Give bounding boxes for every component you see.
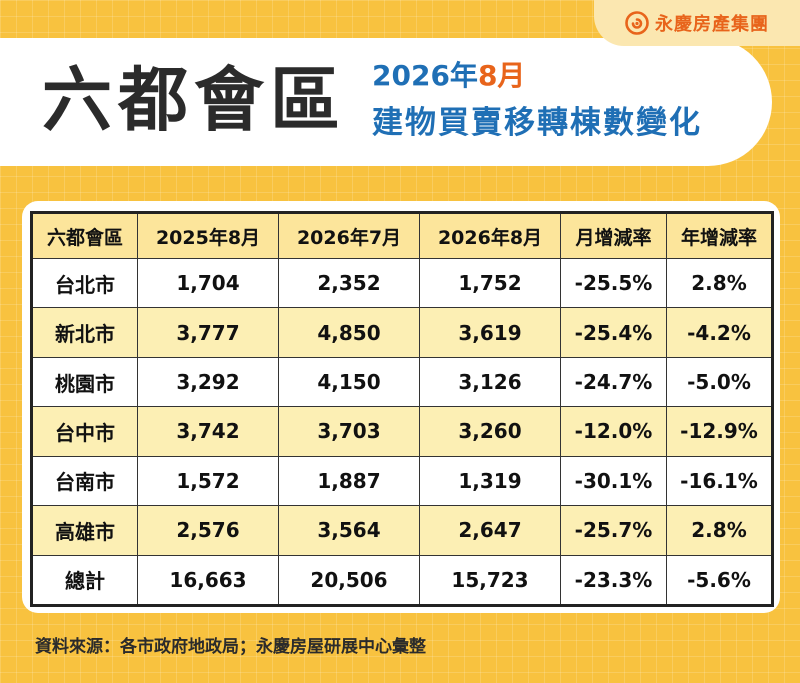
table-row: 高雄市 2,576 3,564 2,647 -25.7% 2.8% [31,505,773,556]
title-banner [0,38,772,166]
column-header: 年增減率 [666,212,773,259]
value-cell: 2,352 [278,257,420,309]
total-label-cell: 總計 [31,554,138,607]
column-header: 月增減率 [560,212,667,259]
source-note: 資料來源：各市政府地政局；永慶房屋研展中心彙整 [35,637,426,657]
value-cell: 1,752 [419,257,561,309]
value-cell: 3,292 [137,356,279,408]
table-row: 桃園市 3,292 4,150 3,126 -24.7% -5.0% [31,356,773,408]
brand-badge: 永慶房產集團 [594,0,800,46]
value-cell: 4,850 [278,307,420,358]
column-header: 2026年8月 [419,212,561,259]
value-cell: 3,619 [419,307,561,358]
city-cell: 台中市 [31,406,138,457]
rate-cell: 2.8% [666,257,773,309]
rate-cell: -4.2% [666,307,773,358]
rate-cell: -25.5% [560,257,667,309]
value-cell: 1,319 [419,455,561,507]
transfer-table: 六都會區 2025年8月 2026年7月 2026年8月 月增減率 年增減率 台… [30,211,774,607]
brand-name: 永慶房產集團 [655,14,769,35]
column-header: 六都會區 [31,212,138,259]
subtitle-topic: 建物買賣移轉棟數變化 [372,105,702,141]
value-cell: 3,777 [137,307,279,358]
rate-cell: -5.0% [666,356,773,408]
table-row: 台北市 1,704 2,352 1,752 -25.5% 2.8% [31,257,773,309]
value-cell: 2,647 [419,505,561,556]
table-row: 台南市 1,572 1,887 1,319 -30.1% -16.1% [31,455,773,507]
city-cell: 台北市 [31,257,138,309]
value-cell: 1,704 [137,257,279,309]
value-cell: 3,742 [137,406,279,457]
city-cell: 新北市 [31,307,138,358]
city-cell: 桃園市 [31,356,138,408]
rate-cell: -24.7% [560,356,667,408]
table-row: 新北市 3,777 4,850 3,619 -25.4% -4.2% [31,307,773,358]
page-title: 六都會區 [42,59,346,141]
value-cell: 20,506 [278,554,420,607]
rate-cell: -12.9% [666,406,773,457]
value-cell: 1,572 [137,455,279,507]
rate-cell: -25.7% [560,505,667,556]
rate-cell: -30.1% [560,455,667,507]
value-cell: 3,126 [419,356,561,408]
value-cell: 3,564 [278,505,420,556]
table-header-row: 六都會區 2025年8月 2026年7月 2026年8月 月增減率 年增減率 [31,212,773,259]
subtitle-date: 2026年8月 [372,58,525,94]
column-header: 2025年8月 [137,212,279,259]
rate-cell: -16.1% [666,455,773,507]
rate-cell: -12.0% [560,406,667,457]
table-row: 台中市 3,742 3,703 3,260 -12.0% -12.9% [31,406,773,457]
value-cell: 1,887 [278,455,420,507]
rate-cell: 2.8% [666,505,773,556]
value-cell: 3,260 [419,406,561,457]
rate-cell: -25.4% [560,307,667,358]
subtitle-month: 8月 [477,59,526,92]
column-header: 2026年7月 [278,212,420,259]
value-cell: 4,150 [278,356,420,408]
table-total-row: 總計 16,663 20,506 15,723 -23.3% -5.6% [31,554,773,607]
value-cell: 2,576 [137,505,279,556]
city-cell: 高雄市 [31,505,138,556]
value-cell: 16,663 [137,554,279,607]
rate-cell: -23.3% [560,554,667,607]
city-cell: 台南市 [31,455,138,507]
rate-cell: -5.6% [666,554,773,607]
subtitle-year: 2026年 [372,59,478,92]
value-cell: 3,703 [278,406,420,457]
value-cell: 15,723 [419,554,561,607]
yungching-logo-icon [625,11,649,35]
